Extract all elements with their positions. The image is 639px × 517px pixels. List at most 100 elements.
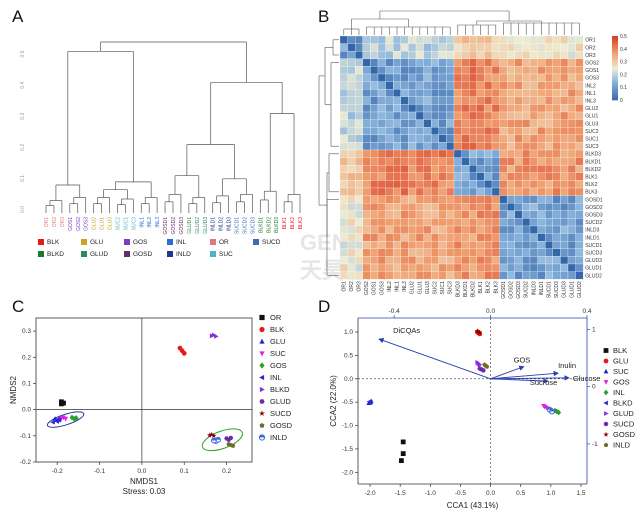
heatmap-cell (514, 233, 523, 242)
heatmap-cell (567, 58, 576, 67)
heatmap-cell (522, 149, 531, 158)
heatmap-cell (529, 134, 538, 143)
heatmap-row-label: BLK3 (585, 190, 597, 196)
heatmap-row-label: INLD3 (585, 228, 599, 234)
dendrogram-ytick: 0.5 (20, 50, 26, 57)
legend-label: SUC (270, 349, 286, 358)
heatmap-cell (377, 142, 386, 151)
heatmap-cell (529, 73, 538, 82)
heatmap-cell (507, 233, 515, 242)
heatmap-cell (469, 271, 477, 280)
heatmap-cell (431, 96, 439, 105)
heatmap-cell (522, 66, 531, 75)
heatmap-cell (377, 256, 386, 265)
heatmap-cell (355, 203, 363, 211)
heatmap-cell (529, 225, 538, 234)
heatmap-cell (529, 248, 538, 257)
heatmap-cell (438, 51, 447, 59)
heatmap-cell (385, 142, 394, 151)
heatmap-cell (491, 111, 500, 120)
heatmap-cell (347, 271, 356, 280)
dendrogram-leaf-label: GOS3 (84, 217, 90, 231)
heatmap-cell (377, 203, 386, 211)
heatmap-row-label: GOSD2 (585, 205, 603, 211)
heatmap-col-label: GLUD3 (562, 281, 568, 298)
heatmap-cell (377, 96, 386, 105)
heatmap-cell (400, 233, 409, 242)
heatmap-cell (522, 119, 531, 128)
heatmap-cell (461, 81, 470, 90)
colorbar-tick: 0.1 (620, 85, 627, 91)
heatmap-cell (393, 134, 401, 143)
heatmap-cell (514, 149, 523, 158)
heatmap-cell (400, 157, 409, 166)
heatmap-cell (522, 271, 531, 280)
heatmap-cell (400, 111, 409, 120)
heatmap-cell (446, 241, 455, 249)
heatmap-col-label: INL2 (387, 281, 393, 292)
heatmap-cell (545, 51, 553, 59)
heatmap-cell (453, 127, 462, 135)
dendrogram-leaf-label: OR1 (44, 217, 50, 228)
heatmap-cell (560, 256, 569, 265)
heatmap-cell (476, 81, 485, 90)
heatmap-cell (484, 271, 493, 280)
colorbar-segment (612, 36, 618, 38)
heatmap-cell (529, 203, 538, 211)
heatmap-cell (461, 51, 470, 59)
heatmap-cell (453, 180, 462, 189)
heatmap-cell (537, 149, 546, 158)
heatmap-cell (423, 89, 432, 97)
heatmap-cell (355, 89, 363, 97)
heatmap-cell (453, 58, 462, 67)
heatmap-cell (446, 58, 455, 67)
heatmap-cell (552, 187, 561, 196)
heatmap-cell (484, 165, 493, 173)
heatmap-cell (408, 142, 417, 151)
heatmap-cell (507, 203, 515, 211)
heatmap-cell (370, 104, 379, 113)
colorbar-segment (612, 85, 618, 88)
heatmap-cell (423, 187, 432, 196)
heatmap-cell (431, 180, 439, 189)
heatmap-cell (514, 157, 523, 166)
heatmap-cell (491, 203, 500, 211)
heatmap-cell (347, 256, 356, 265)
heatmap-cell (522, 180, 531, 189)
heatmap-cell (393, 149, 401, 158)
heatmap-cell (393, 96, 401, 105)
heatmap-cell (461, 73, 470, 82)
heatmap-cell (552, 96, 561, 105)
legend-label: GLU (270, 337, 285, 346)
heatmap-cell (347, 180, 356, 189)
heatmap-cell (560, 127, 569, 135)
heatmap-cell (393, 271, 401, 280)
heatmap-cell (415, 157, 424, 166)
heatmap-cell (377, 89, 386, 97)
heatmap-cell (484, 127, 493, 135)
heatmap-cell (415, 43, 424, 52)
y-tick-label: -1.0 (342, 423, 354, 430)
dendrogram-leaf-label: INL3 (155, 217, 161, 228)
heatmap-cell (453, 187, 462, 196)
heatmap-cell (545, 180, 553, 189)
heatmap-cell (537, 157, 546, 166)
heatmap-cell (469, 111, 477, 120)
heatmap-cell (461, 271, 470, 280)
heatmap-row-label: BLKD1 (585, 159, 601, 165)
heatmap-cell (393, 241, 401, 249)
heatmap-cell (362, 180, 371, 189)
heatmap-cell (461, 43, 470, 52)
legend-label: SUCD (270, 409, 292, 418)
heatmap-cell (453, 119, 462, 128)
heatmap-cell (552, 172, 561, 181)
heatmap-cell (446, 218, 455, 227)
legend-label: INL (270, 373, 282, 382)
colorbar-segment (612, 93, 618, 96)
heatmap-cell (415, 51, 424, 59)
heatmap-cell (522, 218, 531, 227)
heatmap-cell (567, 180, 576, 189)
heatmap-cell (423, 271, 432, 280)
heatmap-cell (552, 233, 561, 242)
heatmap-cell (431, 81, 439, 90)
